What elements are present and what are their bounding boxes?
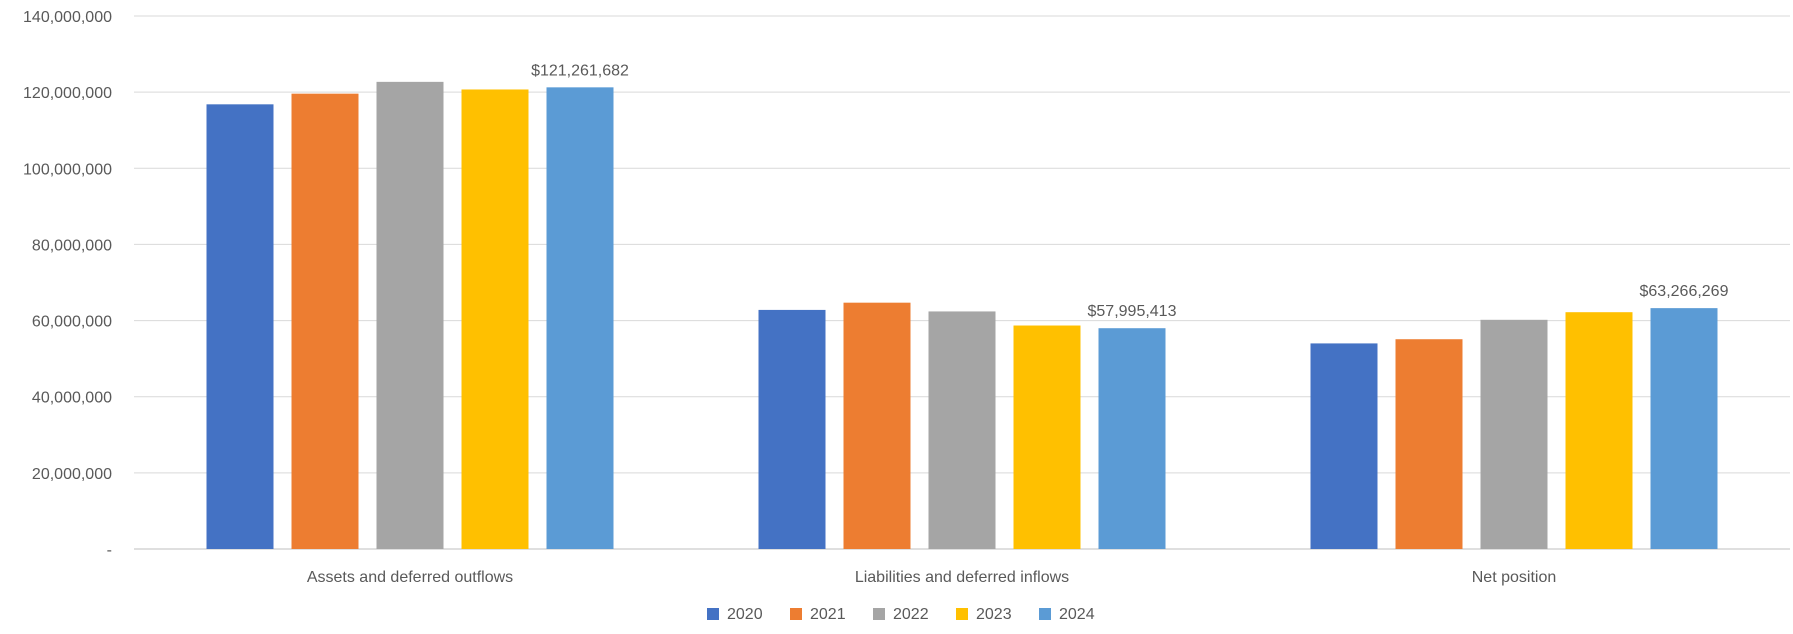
bar-2024 — [546, 87, 614, 550]
bar-2024 — [1098, 328, 1166, 549]
y-tick-label: 40,000,000 — [32, 390, 112, 407]
x-axis-category-labels: Assets and deferred outflows Liabilities … — [307, 569, 1556, 586]
legend-item-2023[interactable]: 2023 — [956, 606, 1012, 623]
bar-2024 — [1650, 308, 1718, 549]
bar-2020 — [758, 309, 826, 549]
legend-swatch — [790, 608, 802, 620]
legend-item-2020[interactable]: 2020 — [707, 606, 763, 623]
bar-2023 — [1013, 325, 1081, 549]
y-tick-label: 20,000,000 — [32, 466, 112, 483]
legend[interactable]: 2020 2021 2022 2023 2024 — [707, 606, 1095, 623]
y-tick-label: 120,000,000 — [23, 85, 112, 102]
y-tick-label: 100,000,000 — [23, 161, 112, 178]
bar-2021 — [1395, 339, 1463, 549]
bars — [206, 81, 1718, 550]
bar-2020 — [206, 104, 274, 549]
legend-swatch — [956, 608, 968, 620]
bar-2022 — [376, 81, 444, 549]
legend-label: 2021 — [810, 606, 846, 623]
bar-2022 — [1480, 319, 1548, 549]
bar-2022 — [928, 311, 996, 549]
data-label: $121,261,682 — [531, 62, 629, 79]
legend-label: 2022 — [893, 606, 929, 623]
category-label: Net position — [1472, 569, 1557, 586]
bar-2021 — [843, 302, 911, 549]
bar-2023 — [461, 89, 529, 550]
legend-label: 2023 — [976, 606, 1012, 623]
y-tick-label: - — [107, 542, 112, 559]
y-tick-label: 140,000,000 — [23, 9, 112, 26]
data-label: $57,995,413 — [1088, 303, 1177, 320]
category-label: Assets and deferred outflows — [307, 569, 513, 586]
bar-2023 — [1565, 312, 1633, 549]
category-label: Liabilities and deferred inflows — [855, 569, 1069, 586]
bar-2020 — [1310, 343, 1378, 549]
y-tick-label: 80,000,000 — [32, 237, 112, 254]
y-axis-tick-labels: - 20,000,000 40,000,000 60,000,000 80,000,00… — [23, 9, 112, 559]
legend-swatch — [873, 608, 885, 620]
legend-item-2021[interactable]: 2021 — [790, 606, 846, 623]
y-tick-label: 60,000,000 — [32, 314, 112, 331]
legend-swatch — [707, 608, 719, 620]
legend-swatch — [1039, 608, 1051, 620]
legend-item-2022[interactable]: 2022 — [873, 606, 929, 623]
data-labels: $121,261,682 $57,995,413 $63,266,269 — [531, 62, 1729, 320]
legend-label: 2020 — [727, 606, 763, 623]
data-label: $63,266,269 — [1640, 283, 1729, 300]
legend-item-2024[interactable]: 2024 — [1039, 606, 1095, 623]
legend-label: 2024 — [1059, 606, 1095, 623]
bar-2021 — [291, 93, 359, 549]
